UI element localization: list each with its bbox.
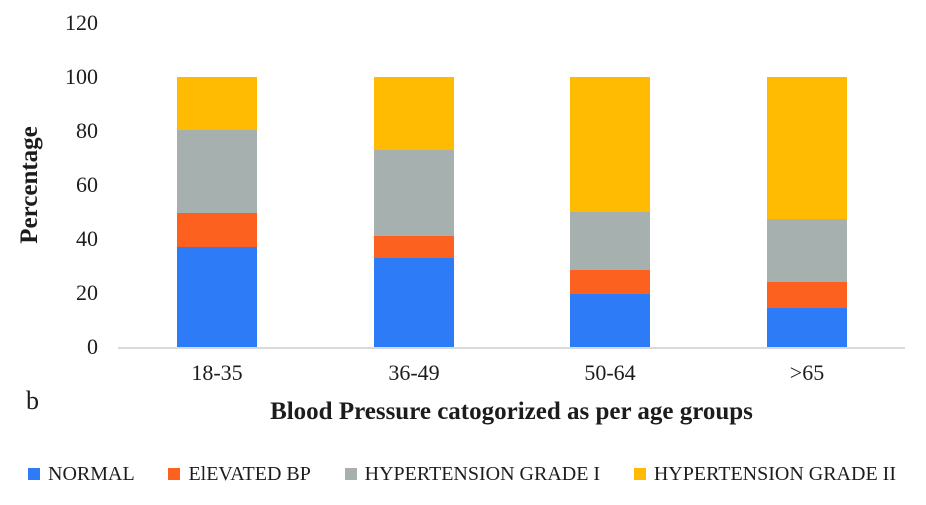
bar-segment bbox=[177, 129, 257, 214]
bar-segment bbox=[767, 282, 847, 308]
bar-segment bbox=[374, 257, 454, 347]
bar-segment bbox=[570, 294, 650, 347]
bar-segment bbox=[767, 77, 847, 219]
legend-label: NORMAL bbox=[48, 462, 135, 485]
stacked-bar bbox=[767, 77, 847, 347]
y-tick-label: 40 bbox=[76, 226, 98, 251]
x-axis-line bbox=[118, 347, 905, 349]
legend-swatch bbox=[168, 468, 181, 480]
y-tick-label: 60 bbox=[76, 172, 98, 197]
legend-item: HYPERTENSION GRADE II bbox=[633, 462, 896, 486]
bar-segment bbox=[177, 77, 257, 130]
legend-label: HYPERTENSION GRADE I bbox=[364, 462, 601, 485]
x-axis-title: Blood Pressure catogorized as per age gr… bbox=[270, 398, 753, 425]
legend-item: HYPERTENSION GRADE I bbox=[344, 462, 601, 486]
bar-segment bbox=[767, 218, 847, 283]
legend-swatch bbox=[344, 468, 357, 480]
bar-segment bbox=[177, 213, 257, 248]
legend-swatch bbox=[28, 468, 40, 480]
bar-segment bbox=[374, 149, 454, 237]
x-tick-label: 36-49 bbox=[388, 360, 440, 385]
bar-segment bbox=[177, 247, 257, 347]
stacked-bar bbox=[374, 77, 454, 347]
bar-segment bbox=[767, 307, 847, 347]
x-tick-label: 18-35 bbox=[191, 360, 243, 385]
x-tick-label: >65 bbox=[789, 360, 825, 385]
legend-item: ElEVATED BP bbox=[168, 462, 311, 486]
bar-segment bbox=[570, 77, 650, 212]
legend-item: NORMAL bbox=[28, 463, 135, 486]
y-tick-label: 100 bbox=[65, 64, 98, 89]
stacked-bar bbox=[177, 77, 257, 347]
bar-segment bbox=[570, 270, 650, 295]
figure-panel-label: b bbox=[26, 386, 39, 415]
y-axis: 0 20 40 60 80 100 120 bbox=[0, 0, 98, 380]
bar-segment bbox=[374, 77, 454, 150]
y-tick-label: 120 bbox=[65, 10, 98, 35]
y-tick-label: 20 bbox=[76, 280, 98, 305]
y-tick-label: 0 bbox=[87, 334, 98, 359]
legend: NORMAL ElEVATED BP HYPERTENSION GRADE I HYP… bbox=[28, 460, 896, 488]
y-tick-label: 80 bbox=[76, 118, 98, 143]
bar-segment bbox=[374, 236, 454, 258]
x-tick-label: 50-64 bbox=[584, 360, 636, 385]
bar-segment bbox=[570, 212, 650, 271]
legend-label: ElEVATED BP bbox=[188, 462, 311, 485]
legend-swatch bbox=[633, 468, 646, 480]
stacked-bar bbox=[570, 77, 650, 347]
legend-label: HYPERTENSION GRADE II bbox=[653, 462, 896, 485]
